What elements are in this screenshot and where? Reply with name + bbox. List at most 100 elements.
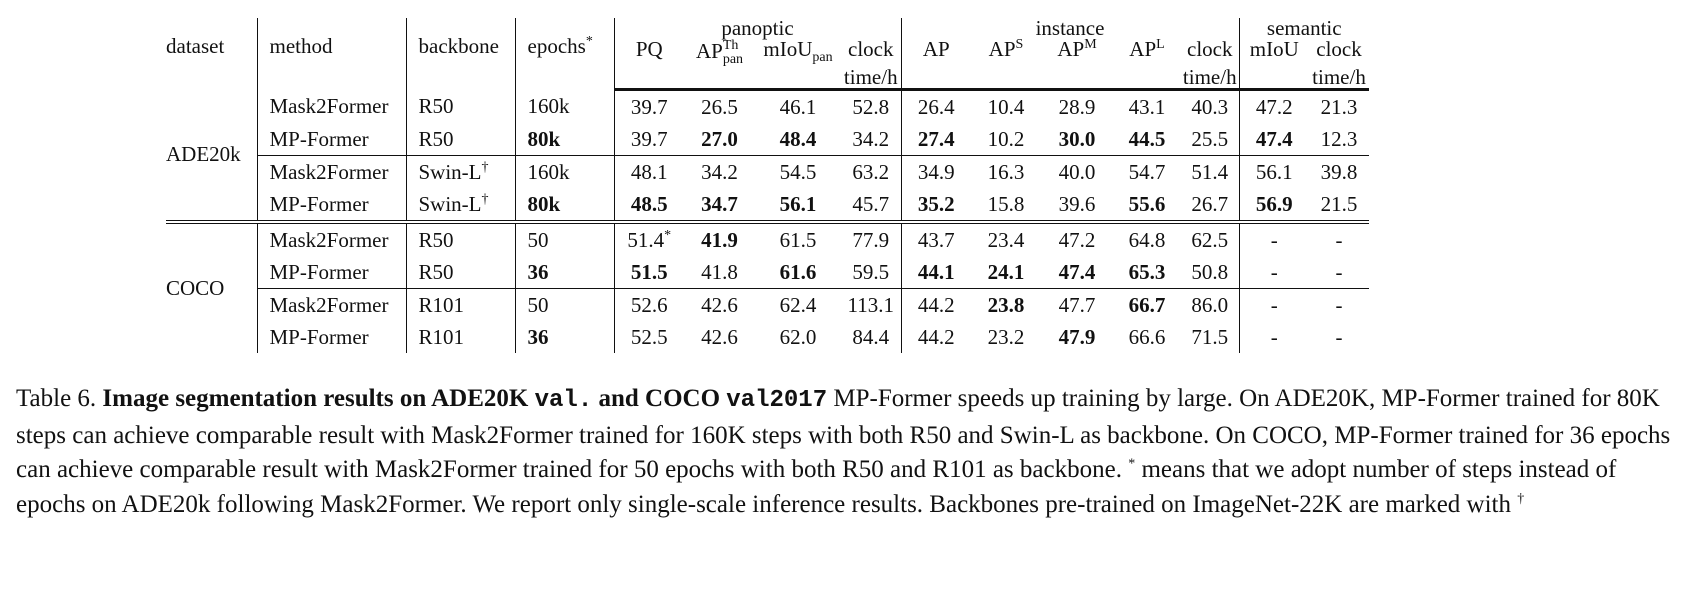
cell-method: MP-Former xyxy=(256,188,406,222)
cell-ap-th: 42.6 xyxy=(701,324,738,349)
cell-instance-clock: 40.3 xyxy=(1191,94,1229,119)
table-row: Mask2Former R101 50 52.6 42.6 62.4 113.1… xyxy=(166,288,1369,321)
cell-panoptic-clock: 77.9 xyxy=(841,220,901,256)
cell-epochs: 36 xyxy=(514,256,614,289)
cell-miou: - xyxy=(1238,288,1309,321)
cell-ap: 27.4 xyxy=(900,123,971,156)
cell-method: Mask2Former xyxy=(256,288,406,321)
cell-miou: 56.9 xyxy=(1238,188,1309,222)
cell-ap: 44.2 xyxy=(900,321,971,353)
cell-ap-l: 64.8 xyxy=(1113,220,1181,256)
cell-miou-pan: 54.5 xyxy=(755,155,841,188)
header-ap-s: APS xyxy=(988,37,1024,61)
cell-ap-l: 43.1 xyxy=(1128,94,1166,119)
caption-label: Table 6. xyxy=(16,385,97,412)
cell-miou: - xyxy=(1238,256,1309,289)
cell-instance-clock: 25.5 xyxy=(1191,126,1229,151)
header-miou: mIoU xyxy=(1238,39,1309,67)
cell-pq: 52.5 xyxy=(613,321,684,353)
cell-panoptic-clock: 113.1 xyxy=(841,288,901,321)
cell-backbone: R101 xyxy=(405,321,515,353)
cell-semantic-clock: 39.8 xyxy=(1309,155,1369,188)
cell-ap-m: 47.9 xyxy=(1058,324,1096,349)
cell-panoptic-clock: 52.8 xyxy=(852,94,890,119)
cell-panoptic-clock: 45.7 xyxy=(852,191,890,216)
cell-pq: 39.7 xyxy=(613,123,684,156)
cell-instance-clock: 51.4 xyxy=(1181,155,1239,188)
header-ap-m: APM xyxy=(1057,37,1097,61)
cell-miou-pan: 61.6 xyxy=(779,259,817,284)
cell-instance-clock: 71.5 xyxy=(1191,324,1229,349)
table-row: MP-Former R101 36 52.5 42.6 62.0 84.4 44… xyxy=(166,321,1369,353)
header-instance-clock-unit: time/h xyxy=(1181,67,1239,91)
cell-semantic-clock: - xyxy=(1309,288,1369,321)
header-panoptic-clock: clock xyxy=(848,37,894,61)
cell-method: Mask2Former xyxy=(256,220,406,256)
caption-body-2: means that we adopt number of steps inst… xyxy=(16,456,1617,518)
header-group-semantic: semantic xyxy=(1238,18,1369,39)
cell-miou-pan: 61.5 xyxy=(755,220,841,256)
header-instance-clock: clock xyxy=(1187,37,1233,61)
cell-method: Mask2Former xyxy=(256,89,406,123)
cell-ap-m: 47.7 xyxy=(1041,288,1113,321)
cell-ap-m: 30.0 xyxy=(1058,126,1096,151)
cell-ap-s: 10.4 xyxy=(987,94,1025,119)
cell-method: MP-Former xyxy=(256,321,406,353)
header-backbone: backbone xyxy=(405,18,515,90)
cell-miou: - xyxy=(1238,220,1309,256)
header-panoptic-clock-unit: time/h xyxy=(841,67,901,91)
table-caption: Table 6. Image segmentation results on A… xyxy=(16,382,1672,522)
cell-miou-pan: 46.1 xyxy=(779,94,817,119)
cell-semantic-clock: - xyxy=(1335,324,1343,349)
cell-ap-th: 41.9 xyxy=(684,220,755,256)
cell-ap-m: 28.9 xyxy=(1058,94,1096,119)
table-row: Mask2Former Swin-L† 160k 48.1 34.2 54.5 … xyxy=(166,155,1369,188)
cell-epochs: 80k xyxy=(514,123,614,156)
cell-ap-th: 27.0 xyxy=(701,126,738,151)
cell-epochs: 50 xyxy=(514,288,614,321)
cell-semantic-clock: - xyxy=(1335,259,1343,284)
cell-ap-th: 34.2 xyxy=(684,155,755,188)
cell-instance-clock: 50.8 xyxy=(1191,259,1229,284)
cell-backbone: Swin-L† xyxy=(405,155,515,188)
cell-ap-m: 39.6 xyxy=(1058,191,1096,216)
cell-semantic-clock: 21.5 xyxy=(1320,191,1358,216)
caption-star: * xyxy=(1128,456,1136,472)
cell-semantic-clock: 12.3 xyxy=(1320,126,1358,151)
cell-pq: 48.5 xyxy=(613,188,684,222)
cell-ap-s: 10.2 xyxy=(987,126,1025,151)
table-row: COCO Mask2Former R50 50 51.4* 41.9 61.5 … xyxy=(166,220,1369,353)
header-dataset: dataset xyxy=(166,34,225,58)
cell-backbone: R50 xyxy=(405,220,515,256)
cell-epochs: 80k xyxy=(514,188,614,222)
cell-semantic-clock: 21.3 xyxy=(1320,94,1358,119)
cell-method: MP-Former xyxy=(256,123,406,156)
dataset-label-ade20k: ADE20k xyxy=(166,89,257,224)
cell-semantic-clock: - xyxy=(1309,220,1369,256)
caption-title: Image segmentation results on ADE20K val… xyxy=(102,385,828,414)
cell-ap-l: 65.3 xyxy=(1128,259,1166,284)
cell-ap-l: 66.6 xyxy=(1128,324,1166,349)
header-group-instance: instance xyxy=(900,18,1239,39)
dataset-label-coco: COCO xyxy=(166,220,257,353)
table-row: MP-Former Swin-L† 80k 48.5 34.7 56.1 45.… xyxy=(166,188,1369,222)
cell-miou: - xyxy=(1238,321,1309,353)
table-row: ADE20k Mask2Former R50 160k 39.7 26.5 46… xyxy=(166,89,1369,224)
cell-ap-l: 66.7 xyxy=(1113,288,1181,321)
cell-backbone: Swin-L† xyxy=(405,188,515,222)
cell-ap: 26.4 xyxy=(900,89,971,123)
cell-ap-m: 47.4 xyxy=(1058,259,1096,284)
cell-panoptic-clock: 59.5 xyxy=(852,259,890,284)
cell-miou: 56.1 xyxy=(1238,155,1309,188)
header-ap-th-pan: AP Th pan xyxy=(695,38,744,67)
cell-miou: 47.4 xyxy=(1238,123,1309,156)
cell-backbone: R50 xyxy=(405,89,515,123)
cell-method: Mask2Former xyxy=(256,155,406,188)
header-epochs: epochs* xyxy=(514,18,614,90)
header-ap: AP xyxy=(900,39,971,67)
cell-miou-pan: 62.4 xyxy=(755,288,841,321)
cell-ap-s: 23.4 xyxy=(971,220,1041,256)
header-pq: PQ xyxy=(613,39,684,67)
header-semantic-clock: clock xyxy=(1316,37,1362,61)
